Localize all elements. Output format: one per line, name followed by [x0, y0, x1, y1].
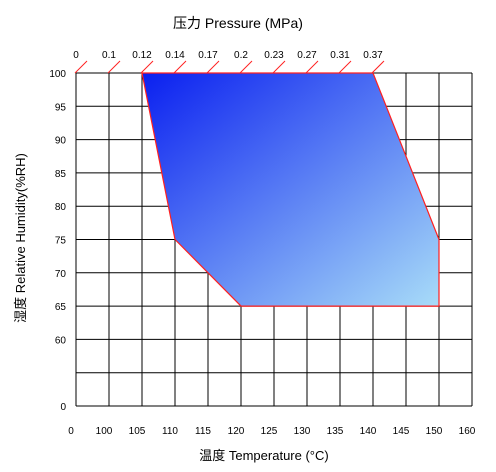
x-tick-label: 160: [459, 426, 476, 437]
pressure-tick-mark: [239, 60, 253, 74]
pressure-tick-label: 0.23: [264, 50, 284, 61]
x-tick-label: 115: [195, 426, 211, 437]
pressure-tick-label: 0.27: [297, 50, 317, 61]
y-tick-label: 100: [49, 69, 66, 80]
y-ticks: 100 95 90 85 80 75 70 65 60 0: [49, 69, 66, 413]
x-tick-label: 125: [261, 426, 278, 437]
y-tick-label: 60: [55, 335, 67, 346]
x-tick-label: 150: [426, 426, 443, 437]
y-tick-label: 75: [55, 236, 67, 247]
x-tick-label: 105: [129, 426, 146, 437]
pressure-tick-label: 0: [73, 50, 79, 61]
pressure-tick-mark: [173, 60, 187, 74]
x-tick-label: 120: [228, 426, 245, 437]
y-axis-title: 湿度 Relative Humidity(%RH): [13, 153, 28, 323]
x-ticks: 0 100 105 110 115 120 125 130 135 140 145 150 160: [68, 426, 476, 437]
pressure-tick-mark: [74, 60, 88, 74]
pressure-tick-label: 0.2: [234, 50, 248, 61]
pressure-tick-label: 0.37: [363, 50, 383, 61]
pressure-tick-mark: [206, 60, 220, 74]
x-tick-label: 0: [68, 426, 74, 437]
y-tick-label: 85: [55, 169, 67, 180]
pressure-tick-mark: [338, 60, 352, 74]
pressure-tick-label: 0.12: [132, 50, 152, 61]
x-tick-label: 110: [162, 426, 178, 437]
pressure-tick-label: 0.17: [198, 50, 218, 61]
x-tick-label: 135: [327, 426, 344, 437]
test-region: [141, 72, 440, 307]
pressure-tick-label: 0.31: [330, 50, 350, 61]
pressure-ticks: 0 0.1 0.12 0.14 0.17 0.2 0.23 0.27 0.31 0.37: [73, 50, 385, 74]
pressure-tick-label: 0.1: [102, 50, 116, 61]
region-layer: [141, 72, 440, 307]
pressure-tick-mark: [371, 60, 385, 74]
pressure-tick-mark: [140, 60, 154, 74]
y-tick-label: 65: [55, 302, 67, 313]
pressure-tick-mark: [272, 60, 286, 74]
x-axis-title: 温度 Temperature (°C): [199, 448, 328, 463]
x-tick-label: 145: [393, 426, 410, 437]
y-tick-label: 80: [55, 202, 67, 213]
chart-title: 压力 Pressure (MPa): [173, 15, 303, 31]
x-tick-label: 130: [294, 426, 311, 437]
x-tick-label: 100: [96, 426, 113, 437]
pressure-tick-label: 0.14: [165, 50, 185, 61]
y-tick-label: 0: [60, 402, 66, 413]
y-tick-label: 70: [55, 269, 67, 280]
x-tick-label: 140: [360, 426, 377, 437]
y-tick-label: 90: [55, 136, 67, 147]
pressure-tick-mark: [107, 60, 121, 74]
y-tick-label: 95: [55, 102, 67, 113]
pressure-tick-mark: [305, 60, 319, 74]
